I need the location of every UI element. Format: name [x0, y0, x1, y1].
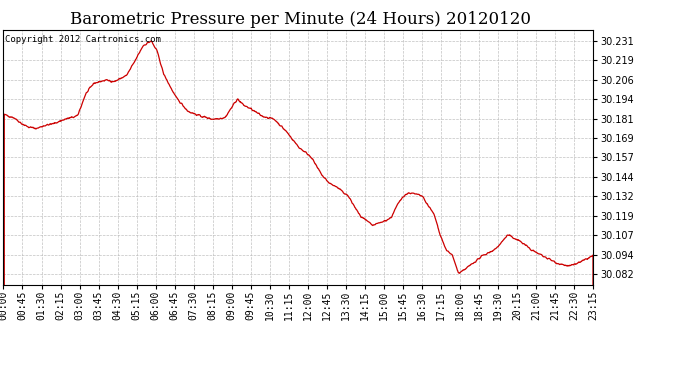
Text: Barometric Pressure per Minute (24 Hours) 20120120: Barometric Pressure per Minute (24 Hours… — [70, 11, 531, 28]
Text: Copyright 2012 Cartronics.com: Copyright 2012 Cartronics.com — [5, 35, 161, 44]
